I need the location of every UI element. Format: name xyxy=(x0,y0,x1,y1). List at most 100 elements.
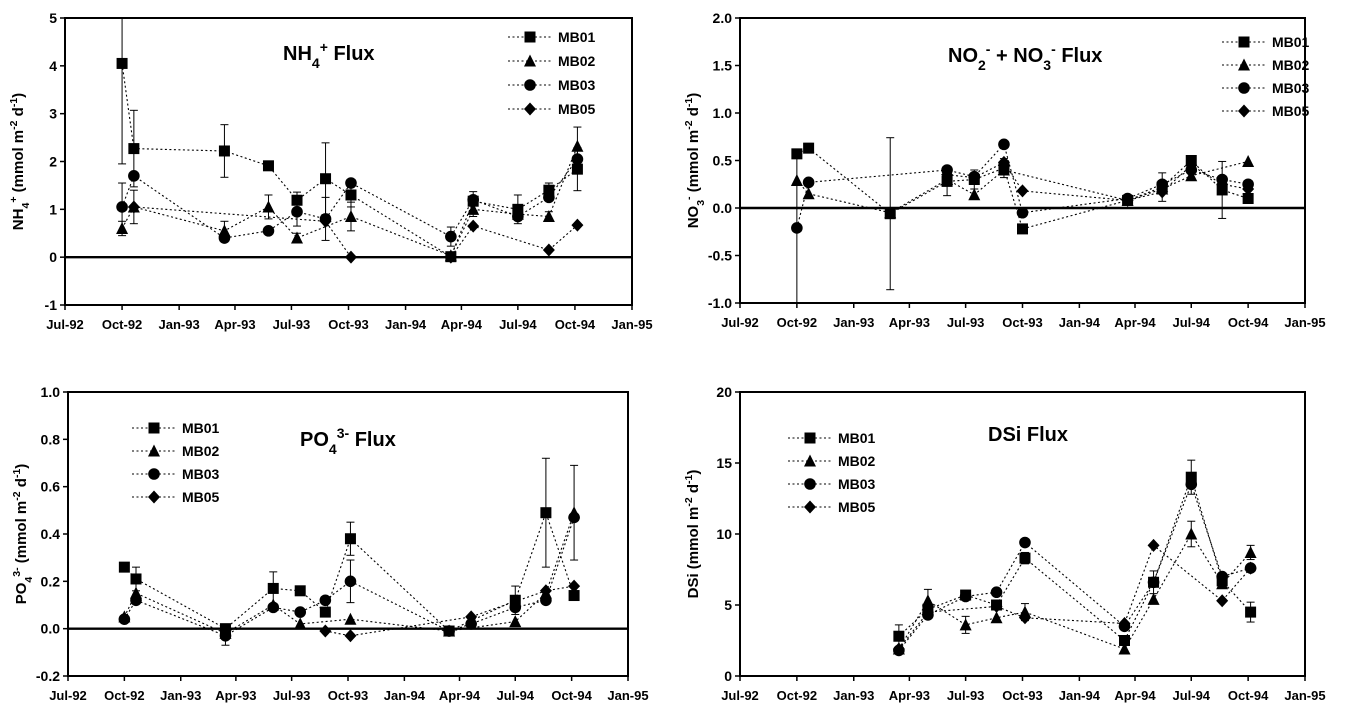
legend-label: MB02 xyxy=(838,453,876,469)
legend-label: MB02 xyxy=(1272,57,1310,73)
data-point xyxy=(921,605,934,619)
data-point xyxy=(344,210,357,223)
data-point xyxy=(218,145,230,157)
legend-marker xyxy=(1238,36,1250,48)
data-point xyxy=(791,222,803,234)
x-tick-label: Jan-94 xyxy=(1059,688,1101,703)
data-point xyxy=(465,610,478,624)
series-line xyxy=(121,63,578,258)
data-point xyxy=(1216,577,1229,590)
x-tick-label: Oct-92 xyxy=(102,317,142,332)
data-point xyxy=(116,201,128,213)
legend-label: MB05 xyxy=(838,499,876,515)
y-tick-label: -1.0 xyxy=(708,295,732,311)
chart-panel-2: -1.0 -0.5 0.0 0.5 1.0 1.5 2.0 Jul-92 Oct-92 Jan-9… xyxy=(683,10,1326,330)
data-point xyxy=(1147,576,1160,589)
data-point xyxy=(344,629,357,643)
data-point xyxy=(1018,611,1031,625)
x-tick-label: Apr-93 xyxy=(215,688,256,703)
y-tick-label: 0.0 xyxy=(41,621,61,637)
series-line xyxy=(898,532,1252,650)
x-tick-label: Oct-92 xyxy=(777,688,817,703)
x-tick-label: Jul-94 xyxy=(1172,315,1210,330)
series-MB05 xyxy=(319,579,581,643)
x-tick-label: Oct-93 xyxy=(328,317,368,332)
data-point xyxy=(540,507,552,519)
data-point xyxy=(320,173,332,185)
y-axis-label: DSi (mmol m-2 d-1) xyxy=(683,470,702,599)
y-axis-label: NO3- (mmol m-2 d-1) xyxy=(683,93,707,229)
y-tick-label: -0.5 xyxy=(708,248,732,264)
series-MB02 xyxy=(892,520,1257,655)
y-tick-label: 0.6 xyxy=(41,479,61,495)
series-line xyxy=(796,160,1249,214)
y-tick-label: 5 xyxy=(724,597,732,613)
data-point xyxy=(319,624,332,638)
series-MB01 xyxy=(118,457,580,637)
x-tick-label: Apr-94 xyxy=(1114,688,1156,703)
data-point xyxy=(1242,154,1255,167)
y-tick-label: 1.0 xyxy=(41,384,61,400)
data-point xyxy=(568,579,581,593)
data-point xyxy=(443,625,455,637)
legend-marker xyxy=(524,54,536,67)
data-point xyxy=(319,214,332,228)
legend-label: MB01 xyxy=(558,29,596,45)
legend-marker xyxy=(148,444,160,457)
data-point xyxy=(921,594,934,607)
legend-marker xyxy=(148,468,160,480)
legend-label: MB01 xyxy=(182,420,220,436)
legend: MB01 MB02 MB03 MB05 xyxy=(788,430,876,515)
data-point xyxy=(467,219,480,233)
data-point xyxy=(1118,642,1131,655)
data-point xyxy=(344,250,357,264)
data-point xyxy=(291,231,304,244)
legend-marker xyxy=(804,500,816,514)
x-tick-label: Jan-95 xyxy=(1284,315,1325,330)
y-tick-label: 3 xyxy=(49,106,57,122)
x-tick-label: Apr-93 xyxy=(889,315,930,330)
y-tick-label: 0 xyxy=(49,249,57,265)
x-tick-label: Jul-92 xyxy=(721,688,759,703)
y-tick-label: 15 xyxy=(716,455,732,471)
series-MB05 xyxy=(941,155,1255,207)
data-point xyxy=(803,142,815,154)
data-point xyxy=(262,200,275,213)
data-point xyxy=(959,590,972,603)
data-point xyxy=(1245,606,1257,618)
legend-label: MB05 xyxy=(182,489,220,505)
y-tick-label: 0.5 xyxy=(713,153,733,169)
data-point xyxy=(294,585,306,597)
y-tick-label: 4 xyxy=(49,58,57,74)
x-tick-label: Jan-94 xyxy=(1059,315,1101,330)
chart-panel-3: -0.2 0.0 0.2 0.4 0.6 0.8 1.0 Jul-92 Oct-92 Jan-93… xyxy=(11,384,649,703)
data-point xyxy=(219,629,232,642)
x-tick-label: Jul-92 xyxy=(49,688,87,703)
chart-title: PO43- Flux xyxy=(300,425,396,457)
data-point xyxy=(1216,177,1229,191)
data-point xyxy=(1019,552,1031,564)
legend-marker xyxy=(1238,58,1250,71)
data-point xyxy=(1019,536,1031,549)
data-point xyxy=(512,210,524,223)
legend-label: MB05 xyxy=(1272,103,1310,119)
chart-panel-4: 0 5 10 15 20 Jul-92 Oct-92 Jan-93 Apr-93 Jul-93 Oc… xyxy=(683,384,1326,703)
legend-marker xyxy=(1238,82,1250,94)
data-point xyxy=(344,612,357,625)
data-point xyxy=(1244,561,1257,575)
data-point xyxy=(543,191,555,204)
legend-label: MB03 xyxy=(182,466,220,482)
data-point xyxy=(1016,206,1029,219)
x-tick-label: Jul-94 xyxy=(1172,688,1210,703)
series-MB05 xyxy=(127,200,584,264)
legend: MB01 MB02 MB03 MB05 xyxy=(1222,34,1310,119)
data-point xyxy=(1156,178,1169,191)
x-tick-label: Jan-93 xyxy=(833,315,874,330)
chart-title: NO2- + NO3- Flux xyxy=(948,41,1102,73)
data-point xyxy=(543,184,555,196)
data-point xyxy=(267,601,280,614)
series-line xyxy=(121,158,578,239)
series-line xyxy=(898,482,1251,651)
series-line xyxy=(796,147,1249,230)
series-line xyxy=(123,512,575,635)
